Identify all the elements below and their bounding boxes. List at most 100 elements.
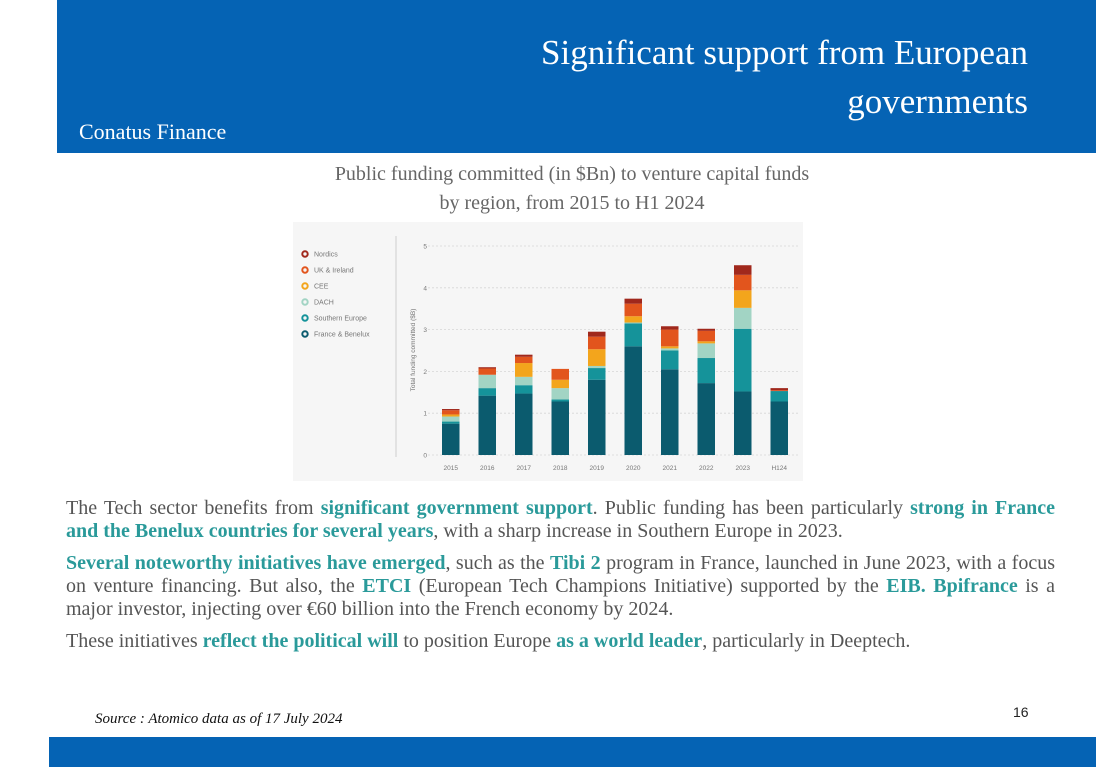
bar-segment <box>442 409 460 411</box>
bar-segment <box>624 303 642 317</box>
legend-label: UK & Ireland <box>314 268 354 275</box>
highlighted-text: EIB. Bpifrance <box>886 575 1018 597</box>
bar-segment <box>478 374 496 389</box>
y-tick-label: 2 <box>423 369 427 376</box>
legend-marker <box>301 266 309 274</box>
paragraph-1: The Tech sector benefits from significan… <box>66 497 1055 543</box>
highlighted-text: ETCI <box>362 575 412 597</box>
bar-segment <box>697 343 715 359</box>
y-tick-label: 4 <box>423 285 427 292</box>
legend-label: CEE <box>314 284 329 291</box>
highlighted-text: reflect the political will <box>202 630 399 652</box>
bar-segment <box>624 322 642 324</box>
text-run: program in France, launched in June 2023… <box>66 552 1055 597</box>
bar-segment <box>734 391 752 455</box>
paragraph-3: These initiatives reflect the political … <box>66 630 1055 653</box>
bar-segment <box>515 354 533 357</box>
paragraph-2: Several noteworthy initiatives have emer… <box>66 552 1055 621</box>
company-name: Conatus Finance <box>79 119 227 144</box>
legend-label: France & Benelux <box>314 332 370 339</box>
bar-segment <box>734 265 752 275</box>
bar-segment <box>697 330 715 342</box>
bar-segment <box>588 349 606 366</box>
y-axis-label: Total funding committed ($B) <box>410 309 417 392</box>
highlighted-text: significant government support <box>320 497 593 519</box>
x-tick-label: 2020 <box>626 465 641 472</box>
bar-segment <box>478 388 496 396</box>
bar-segment <box>661 369 679 455</box>
x-tick-label: 2018 <box>553 465 568 472</box>
bar-segment <box>478 368 496 375</box>
bar-segment <box>624 346 642 455</box>
bar-segment <box>661 348 679 351</box>
slide-title: Significant support from European govern… <box>541 33 1028 121</box>
bar-segment <box>551 379 569 389</box>
highlighted-text: strong in France and the Benelux countri… <box>66 497 1056 542</box>
chart-caption-line2: by region, from 2015 to H1 2024 <box>439 192 705 214</box>
bar-segment <box>478 395 496 455</box>
legend-label: DACH <box>314 300 334 307</box>
x-tick-label: 2015 <box>444 465 459 472</box>
bar-segment <box>515 356 533 364</box>
y-tick-label: 1 <box>423 411 427 418</box>
body-text: The Tech sector benefits from significan… <box>66 497 1055 662</box>
x-tick-label: 2019 <box>590 465 605 472</box>
bar-segment <box>442 421 460 424</box>
legend-marker <box>301 298 309 306</box>
text-run: , such as the <box>445 552 550 574</box>
footer-bar <box>49 737 1096 767</box>
bar-segment <box>515 385 533 394</box>
bar-segment <box>478 367 496 369</box>
chart-caption-line1: Public funding committed (in $Bn) to ven… <box>334 163 810 185</box>
highlighted-text: as a world leader <box>556 630 703 652</box>
chart-caption: Public funding committed (in $Bn) to ven… <box>292 160 852 218</box>
bar-segment <box>661 326 679 330</box>
y-tick-label: 3 <box>423 327 427 334</box>
text-run: These initiatives <box>66 630 203 652</box>
bar-segment <box>442 416 460 422</box>
bar-segment <box>734 290 752 308</box>
bar-segment <box>442 423 460 455</box>
bar-segment <box>551 401 569 455</box>
bar-segment <box>624 298 642 304</box>
text-run: , particularly in Deeptech. <box>702 630 911 652</box>
bar-segment <box>515 363 533 377</box>
bar-segment <box>624 323 642 347</box>
bar-segment <box>661 346 679 349</box>
bar-segment <box>734 274 752 291</box>
x-tick-label: 2021 <box>663 465 678 472</box>
bar-segment <box>661 350 679 370</box>
bar-segment <box>770 391 788 402</box>
header-banner: Significant support from European govern… <box>57 0 1096 153</box>
text-run: is a major investor, injecting over €60 … <box>66 575 1055 620</box>
text-run: The Tech sector benefits from <box>66 497 321 519</box>
y-tick-label: 5 <box>423 244 427 251</box>
legend-label: Nordics <box>314 252 338 259</box>
text-run: (European Tech Champions Initiative) sup… <box>411 575 887 597</box>
bar-segment <box>588 368 606 380</box>
x-tick-label: 2017 <box>517 465 532 472</box>
bar-segment <box>770 388 788 391</box>
bar-segment <box>734 328 752 392</box>
bar-segment <box>442 414 460 417</box>
bar-segment <box>770 390 788 392</box>
legend-marker <box>301 330 309 338</box>
x-tick-label: 2023 <box>736 465 751 472</box>
x-tick-label: H124 <box>771 465 787 472</box>
bar-segment <box>551 399 569 402</box>
stacked-bar-chart: 0 1 2 3 4 5 Total funding committed ($B) 2015 20… <box>301 236 798 472</box>
bar-segment <box>661 329 679 347</box>
bar-segment <box>588 365 606 369</box>
bar-segment <box>588 379 606 455</box>
legend-marker <box>301 282 309 290</box>
highlighted-text: Several noteworthy initiatives have emer… <box>66 552 446 574</box>
x-tick-label: 2016 <box>480 465 495 472</box>
y-tick-label: 0 <box>423 453 427 460</box>
text-run: to position Europe <box>398 630 557 652</box>
source-note: Source : Atomico data as of 17 July 2024 <box>95 711 343 727</box>
bar-segment <box>697 328 715 331</box>
page-number: 16 <box>1013 704 1029 720</box>
bar-segment <box>697 383 715 455</box>
bar-segment <box>770 401 788 455</box>
bar-segment <box>442 410 460 415</box>
